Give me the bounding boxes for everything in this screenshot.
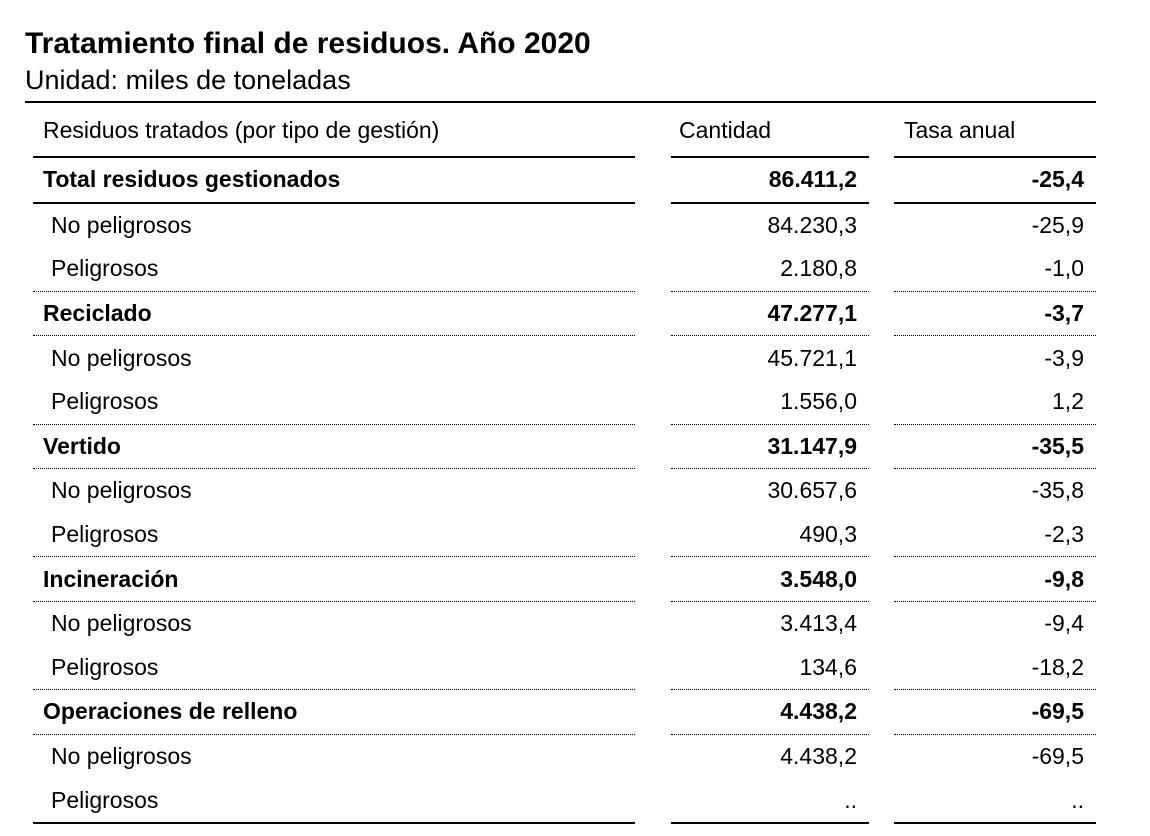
cantidad-cell: 490,3 <box>799 521 857 548</box>
tasa-anual-cell: -35,8 <box>1031 477 1084 504</box>
cantidad-cell: .. <box>671 778 869 824</box>
row-label: Operaciones de relleno <box>33 689 635 735</box>
tasa-anual-cell: -35,5 <box>894 423 1096 470</box>
table-subtitle: Unidad: miles de toneladas <box>25 65 351 95</box>
row-label: Total residuos gestionados <box>33 157 635 204</box>
tasa-anual-cell: -69,5 <box>894 689 1096 735</box>
row-label: No peligrosos <box>51 743 192 770</box>
header-tasa-anual: Tasa anual <box>894 104 1096 158</box>
cantidad-cell: 3.413,4 <box>780 610 857 637</box>
cantidad-cell: 86.411,2 <box>671 157 869 204</box>
row-label: Incineración <box>33 556 635 602</box>
subcategory-row: Peligrosos 1.556,0 1,2 <box>33 380 1096 424</box>
tasa-anual-cell: -3,7 <box>894 290 1096 337</box>
subcategory-row: No peligrosos 3.413,4 -9,4 <box>33 601 1096 645</box>
tasa-anual-cell: .. <box>894 778 1096 824</box>
cantidad-cell: 4.438,2 <box>780 743 857 770</box>
subcategory-row: Peligrosos 2.180,8 -1,0 <box>33 247 1096 291</box>
tasa-anual-cell: -2,3 <box>1044 521 1084 548</box>
table-body: Total residuos gestionados 86.411,2 -25,4 N… <box>33 157 1096 824</box>
category-row: Total residuos gestionados 86.411,2 -25,4 <box>33 157 1096 204</box>
subcategory-row: Peligrosos 490,3 -2,3 <box>33 513 1096 557</box>
category-row: Incineración 3.548,0 -9,8 <box>33 556 1096 602</box>
header-cantidad: Cantidad <box>671 104 869 158</box>
top-rule <box>25 101 1096 103</box>
tasa-anual-cell: -18,2 <box>1031 653 1084 680</box>
cantidad-cell: 1.556,0 <box>780 388 857 415</box>
row-label: Peligrosos <box>33 778 635 824</box>
subcategory-row: No peligrosos 45.721,1 -3,9 <box>33 336 1096 380</box>
row-label: Vertido <box>33 423 635 470</box>
tasa-anual-cell: 1,2 <box>1052 388 1084 415</box>
header-row: Residuos tratados (por tipo de gestión) … <box>33 104 1096 158</box>
subcategory-row: Peligrosos 134,6 -18,2 <box>33 646 1096 690</box>
category-row: Vertido 31.147,9 -35,5 <box>33 423 1096 470</box>
subcategory-row: No peligrosos 4.438,2 -69,5 <box>33 734 1096 778</box>
cantidad-cell: 45.721,1 <box>767 344 857 371</box>
row-label: Reciclado <box>33 290 635 337</box>
header-residuos: Residuos tratados (por tipo de gestión) <box>33 104 635 158</box>
row-label: No peligrosos <box>51 211 192 238</box>
waste-treatment-table: Residuos tratados (por tipo de gestión) … <box>33 104 1096 824</box>
subcategory-row: Peligrosos.... <box>33 778 1096 824</box>
cantidad-cell: 134,6 <box>799 653 857 680</box>
tasa-anual-cell: -69,5 <box>1031 743 1084 770</box>
category-row: Reciclado 47.277,1 -3,7 <box>33 290 1096 337</box>
row-label: No peligrosos <box>51 610 192 637</box>
category-row: Operaciones de relleno 4.438,2 -69,5 <box>33 689 1096 735</box>
tasa-anual-cell: -25,9 <box>1031 211 1084 238</box>
tasa-anual-cell: -9,8 <box>894 556 1096 602</box>
row-label: Peligrosos <box>51 255 159 282</box>
tasa-anual-cell: -9,4 <box>1044 610 1084 637</box>
cantidad-cell: 31.147,9 <box>671 423 869 470</box>
subcategory-row: No peligrosos 84.230,3 -25,9 <box>33 203 1096 248</box>
subcategory-row: No peligrosos 30.657,6 -35,8 <box>33 469 1096 513</box>
cantidad-cell: 84.230,3 <box>767 211 857 238</box>
tasa-anual-cell: -1,0 <box>1044 255 1084 282</box>
row-label: Peligrosos <box>51 521 159 548</box>
table-title: Tratamiento final de residuos. Año 2020 <box>25 27 591 60</box>
row-label: Peligrosos <box>51 388 159 415</box>
tasa-anual-cell: -3,9 <box>1044 344 1084 371</box>
cantidad-cell: 4.438,2 <box>671 689 869 735</box>
cantidad-cell: 2.180,8 <box>780 255 857 282</box>
cantidad-cell: 30.657,6 <box>767 477 857 504</box>
row-label: Peligrosos <box>51 653 159 680</box>
row-label: No peligrosos <box>51 344 192 371</box>
row-label: No peligrosos <box>51 477 192 504</box>
cantidad-cell: 47.277,1 <box>671 290 869 337</box>
cantidad-cell: 3.548,0 <box>671 556 869 602</box>
tasa-anual-cell: -25,4 <box>894 157 1096 204</box>
